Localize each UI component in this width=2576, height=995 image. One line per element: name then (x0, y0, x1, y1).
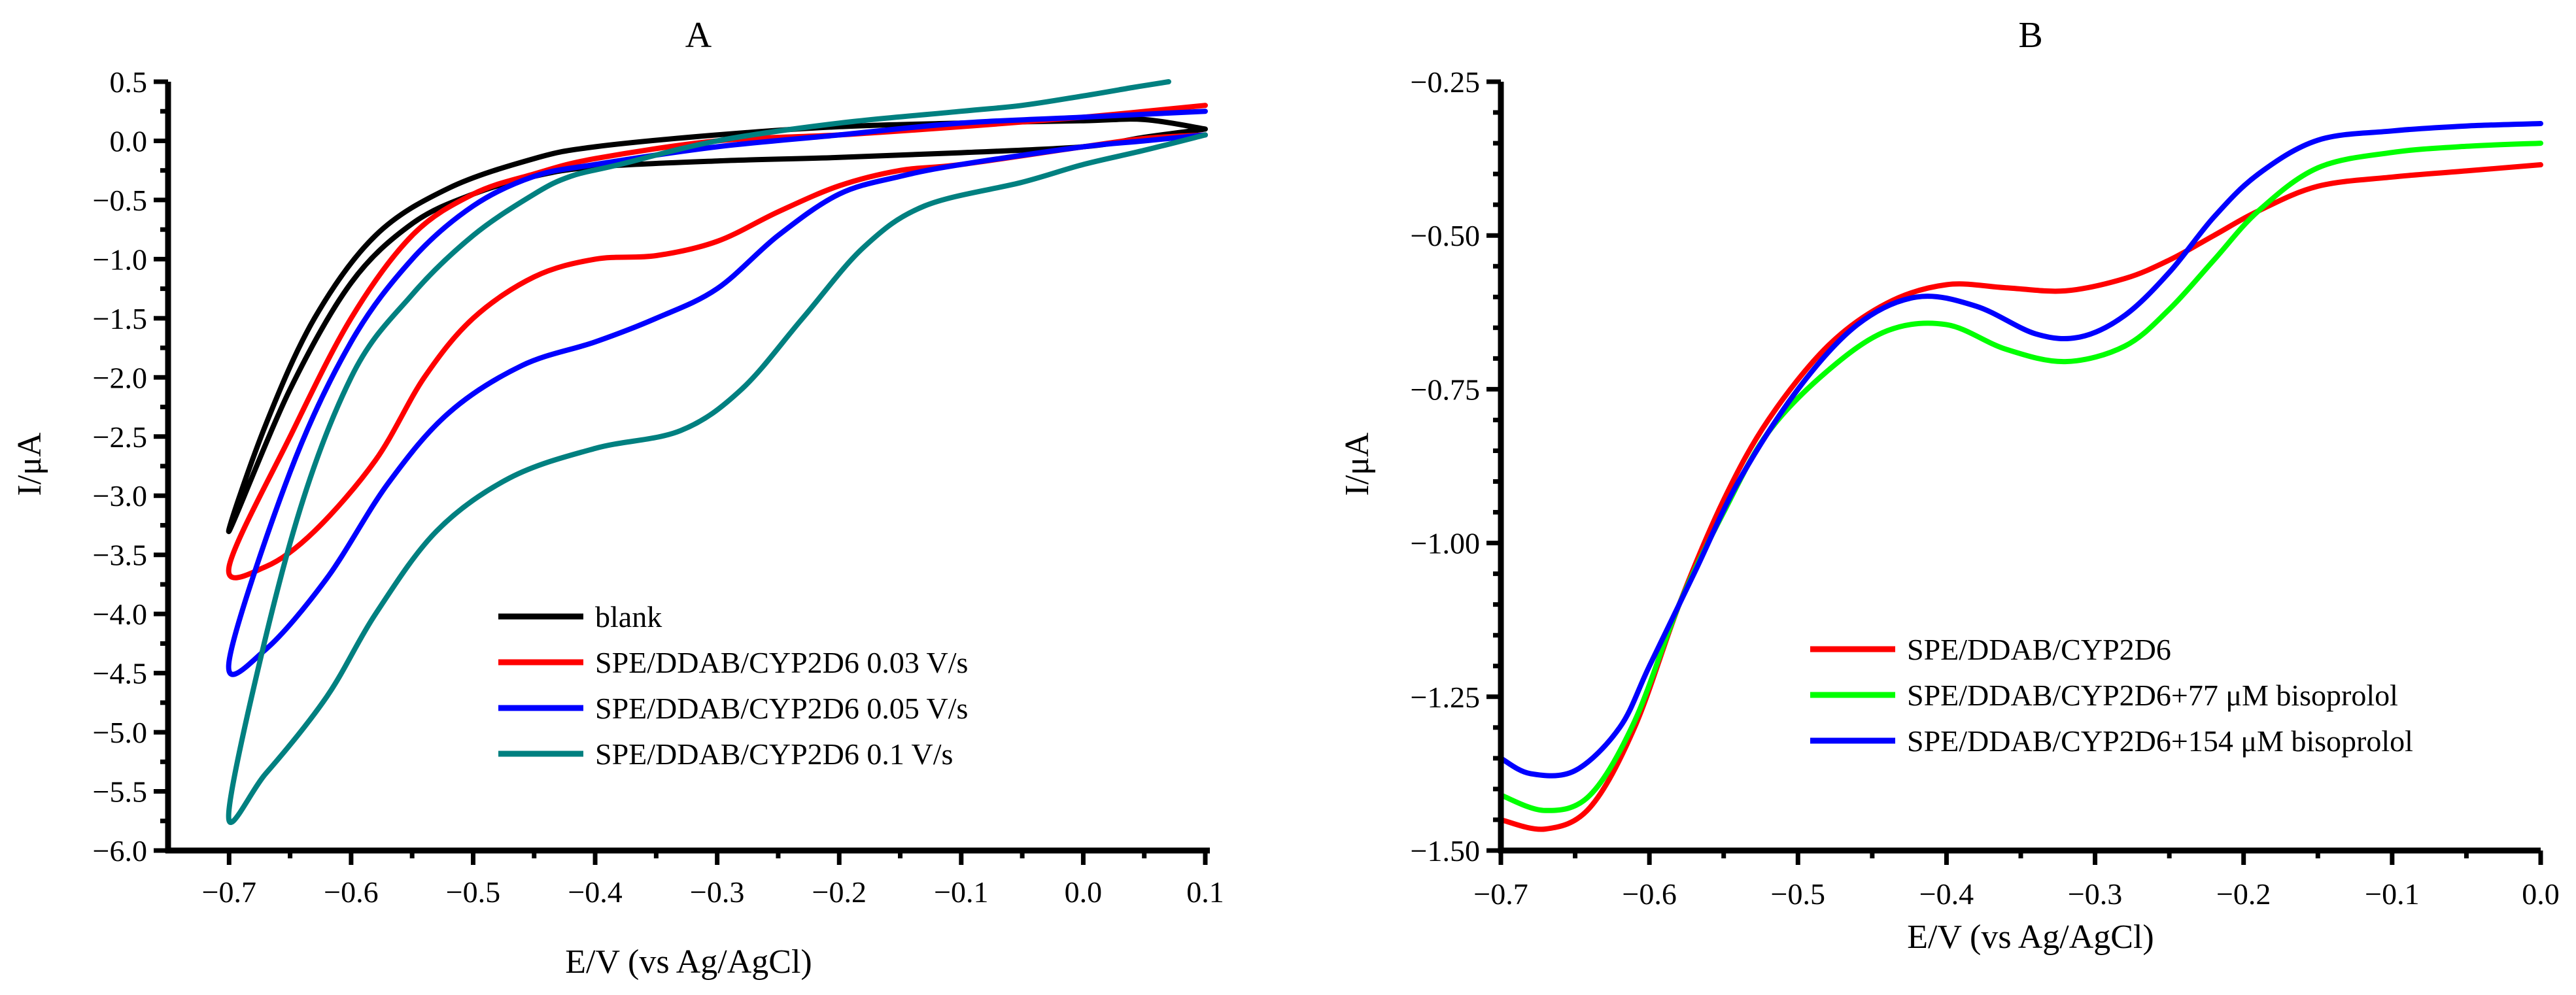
panel-a-x-tick-label: −0.6 (324, 875, 378, 909)
panel-b-x-tick-label: −0.3 (2068, 877, 2122, 911)
panel-b-series-3-line (1498, 121, 2543, 779)
panel-b-y-tick-label: −0.75 (1411, 373, 1480, 406)
panel-a-y-tick-label: 0.0 (110, 124, 148, 158)
panel-a-x-tick-label: −0.3 (690, 875, 744, 909)
panel-a-x-tick-label: −0.2 (812, 875, 867, 909)
panel-a-legend-label: blank (595, 600, 662, 633)
panel-b-legend-label: SPE/DDAB/CYP2D6+154 μM bisoprolol (1907, 724, 2413, 758)
panel-a-legend-label: SPE/DDAB/CYP2D6 0.03 V/s (595, 646, 968, 679)
panel-a-y-tick-label: −4.0 (93, 598, 147, 631)
panel-b-plot-area (1498, 121, 2543, 832)
panel-a-y-tick-label: 0.5 (110, 65, 148, 99)
panel-b-y-tick-label: −1.00 (1411, 527, 1480, 560)
panel-a-ticks: −0.7 −0.6 −0.5 −0.4 −0.3 −0.2 −0.1 0.0 0.1 0.5 0.0… (93, 65, 1224, 909)
panel-a-x-tick-label: 0.0 (1065, 875, 1103, 909)
panel-b-x-axis-title: E/V (vs Ag/AgCl) (1907, 919, 2154, 956)
panel-b-x-tick-label: −0.1 (2365, 877, 2419, 911)
panel-b-ticks: −0.7 −0.6 −0.5 −0.4 −0.3 −0.2 −0.1 0.0 −0.25 −0.5… (1411, 65, 2560, 911)
panel-b-y-tick-label: −0.50 (1411, 219, 1480, 252)
panel-a-y-tick-label: −4.5 (93, 657, 147, 690)
panel-b-legend: SPE/DDAB/CYP2D6 SPE/DDAB/CYP2D6+77 μM bis… (1810, 633, 2413, 758)
panel-b-x-tick-label: −0.7 (1473, 877, 1528, 911)
panel-b-y-tick-label: −0.25 (1411, 65, 1480, 99)
panel-a-legend: blank SPE/DDAB/CYP2D6 0.03 V/s SPE/DDAB/CY… (498, 600, 968, 771)
panel-b-x-tick-label: −0.2 (2216, 877, 2271, 911)
panel-a-x-axis-title: E/V (vs Ag/AgCl) (565, 943, 812, 981)
panel-a-y-tick-label: −3.5 (93, 539, 147, 572)
panel-b-x-tick-label: −0.5 (1771, 877, 1825, 911)
panel-a-plot-area (226, 79, 1208, 825)
panel-a-legend-label: SPE/DDAB/CYP2D6 0.05 V/s (595, 692, 968, 725)
panel-b-y-tick-label: −1.25 (1411, 681, 1480, 714)
panel-a-legend-label: SPE/DDAB/CYP2D6 0.1 V/s (595, 737, 953, 771)
panel-a-y-tick-label: −5.0 (93, 716, 147, 749)
panel-b-x-tick-label: −0.4 (1919, 877, 1974, 911)
panel-b-chart: B −0.7 −0.6 −0.5 −0.4 −0.3 −0.2 −0.1 0.0−0.25−0… (1339, 15, 2560, 956)
panel-a-x-tick-label: −0.1 (934, 875, 988, 909)
panel-b-title: B (2018, 15, 2042, 56)
panel-b-series-2-line (1498, 141, 2543, 813)
panel-b-y-axis-title: I/μA (1339, 432, 1376, 496)
panel-a-series-3-line (226, 109, 1208, 677)
panel-a-chart: A −0.7 −0.6 −0.5 −0.4 −0.3 −0.2 −0.1 0.0 0.1 0.5 0… (11, 15, 1224, 981)
panel-a-x-tick-label: 0.1 (1186, 875, 1224, 909)
panel-a-y-tick-label: −1.0 (93, 243, 147, 276)
panel-a-y-tick-label: −1.5 (93, 302, 147, 335)
panel-b-legend-label: SPE/DDAB/CYP2D6 (1907, 633, 2171, 666)
panel-a-y-tick-label: −2.5 (93, 420, 147, 454)
panel-a-y-axis-title: I/μA (11, 432, 48, 496)
panel-a-x-tick-label: −0.7 (202, 875, 256, 909)
panel-a-y-tick-label: −6.0 (93, 834, 147, 868)
panel-b-x-tick-label: 0.0 (2522, 877, 2560, 911)
panel-b-y-tick-label: −1.50 (1411, 834, 1480, 868)
panel-a-y-tick-label: −0.5 (93, 184, 147, 217)
panel-b-legend-label: SPE/DDAB/CYP2D6+77 μM bisoprolol (1907, 679, 2398, 712)
panel-a-y-tick-label: −5.5 (93, 775, 147, 809)
panel-a-y-tick-label: −3.0 (93, 479, 147, 513)
panel-a-series-1-line (226, 116, 1208, 534)
panel-a-series-4-line (226, 79, 1208, 825)
panel-b-x-tick-label: −0.6 (1622, 877, 1676, 911)
panel-a-title: A (685, 15, 712, 56)
panel-a-x-tick-label: −0.4 (568, 875, 622, 909)
panel-a-y-tick-label: −2.0 (93, 361, 147, 394)
panel-a-x-tick-label: −0.5 (446, 875, 500, 909)
